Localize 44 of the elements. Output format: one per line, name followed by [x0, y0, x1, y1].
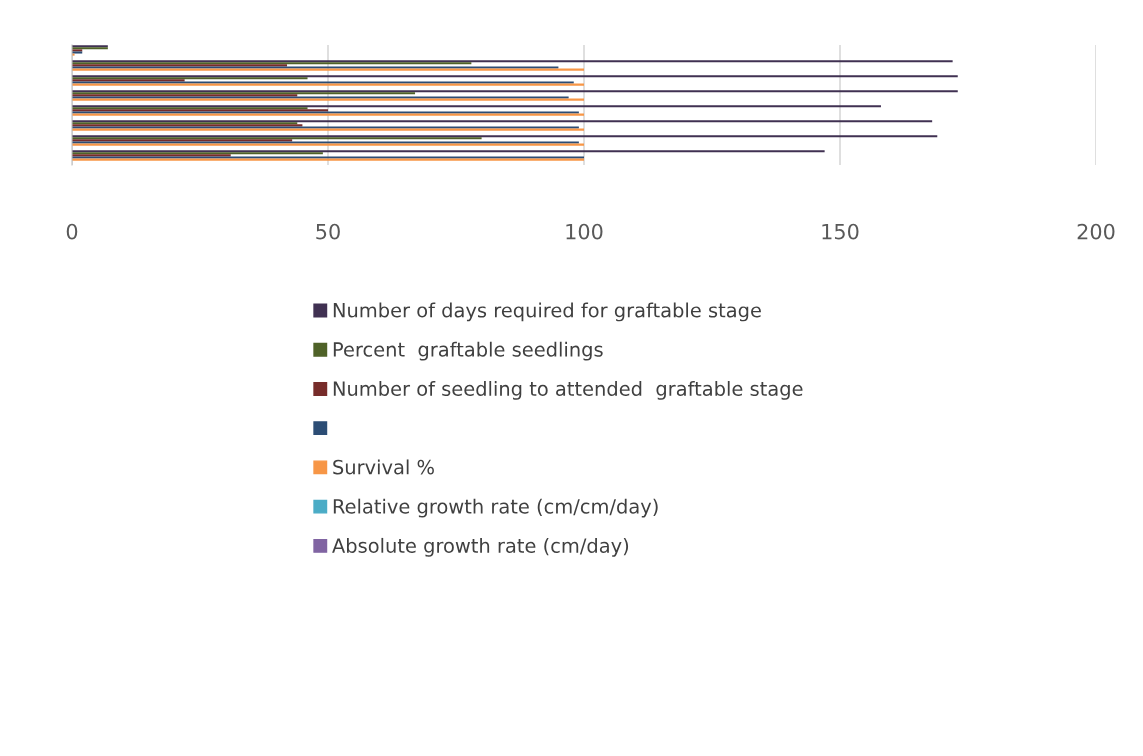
- x-tick-label: 100: [566, 223, 603, 240]
- bar: [72, 81, 574, 84]
- x-tick-label: 200: [1077, 223, 1115, 240]
- bar: [72, 64, 288, 67]
- bar: [72, 122, 298, 125]
- bar: [72, 139, 293, 142]
- bar: [72, 124, 303, 127]
- legend-label: Number of seedling to attended graftable stage: [333, 380, 803, 400]
- x-tick-label: 150: [822, 223, 859, 240]
- bar: [72, 107, 308, 110]
- bar: [72, 150, 825, 153]
- bar: [72, 66, 559, 69]
- bar: [72, 94, 298, 97]
- bar: [72, 111, 579, 114]
- bar: [72, 60, 953, 63]
- bar: [72, 141, 579, 144]
- bar: [72, 154, 231, 157]
- bar: [72, 126, 579, 129]
- bar: [72, 79, 185, 82]
- bar: [72, 68, 584, 71]
- bar: [72, 83, 584, 86]
- bar: [72, 90, 958, 93]
- bar: [72, 135, 938, 138]
- x-tick-label: 50: [316, 223, 340, 240]
- bar: [72, 128, 584, 131]
- bar: [72, 137, 482, 140]
- bar: [72, 109, 328, 112]
- bar: [72, 92, 416, 95]
- bar: [72, 152, 323, 155]
- bar: [72, 105, 881, 108]
- bar: [72, 75, 958, 78]
- legend-label: Survival %: [333, 459, 434, 475]
- bar: [72, 62, 472, 65]
- bar: [72, 120, 933, 123]
- legend-label: Number of days required for graftable stage: [333, 302, 761, 322]
- legend-label: Percent graftable seedlings: [333, 341, 603, 361]
- bar: [72, 77, 308, 80]
- bar: [72, 143, 584, 146]
- bar: [72, 96, 569, 99]
- bar: [72, 113, 584, 116]
- x-tick-label: 0: [66, 223, 78, 240]
- bar: [72, 98, 584, 101]
- legend-label: Absolute growth rate (cm/day): [332, 537, 629, 557]
- legend-label: Relative growth rate (cm/cm/day): [333, 498, 658, 518]
